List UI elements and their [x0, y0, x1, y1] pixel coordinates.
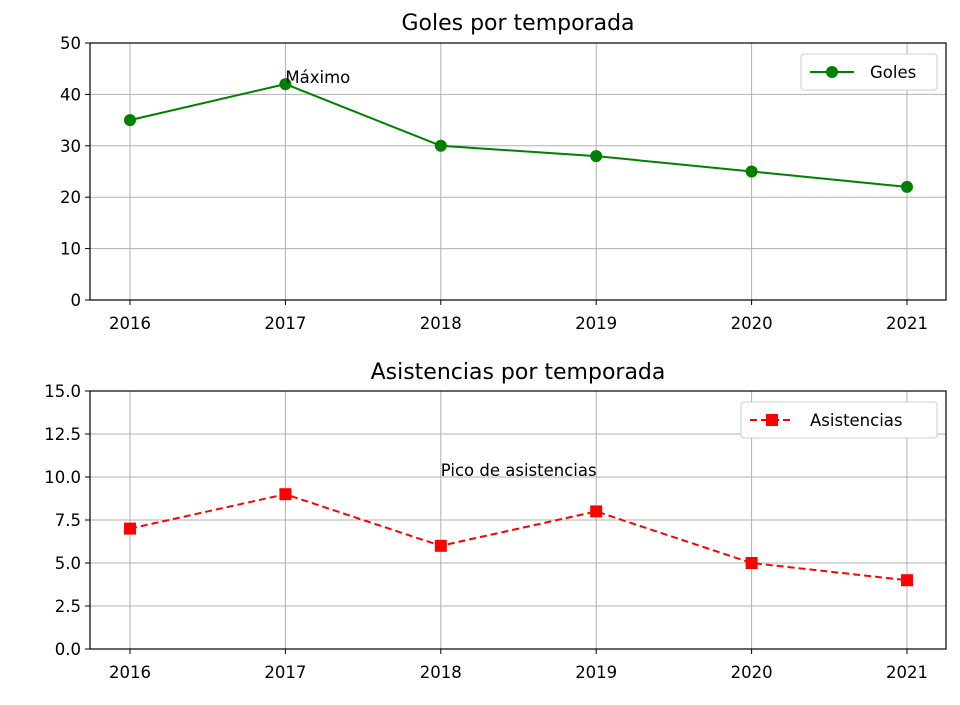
y-tick-label: 30 — [60, 137, 81, 156]
plot-frame — [89, 42, 947, 301]
y-tick-label: 50 — [60, 34, 81, 53]
x-tick-label: 2021 — [886, 314, 928, 333]
y-tick-label: 12.5 — [44, 425, 81, 444]
y-tick-label: 40 — [60, 85, 81, 104]
x-tick-label: 2019 — [575, 314, 617, 333]
legend-label: Goles — [870, 63, 916, 82]
y-tick-label: 15.0 — [44, 382, 81, 401]
data-point — [590, 505, 603, 518]
y-tick-label: 0.0 — [55, 640, 81, 659]
chart-title: Asistencias por temporada — [371, 360, 666, 385]
ticks: 2016 2017 2018 2019 2020 2021 0 10 20 30 40 50 — [60, 34, 928, 333]
legend-marker — [826, 66, 838, 78]
y-tick-label: 20 — [60, 188, 81, 207]
legend-box — [800, 53, 938, 91]
chart-title: Goles por temporada — [401, 11, 634, 36]
x-tick-label: 2021 — [886, 663, 928, 682]
legend-label: Asistencias — [810, 411, 903, 430]
data-point — [745, 165, 758, 178]
y-tick-label: 5.0 — [55, 554, 81, 573]
y-tick-label: 10.0 — [44, 468, 81, 487]
x-tick-label: 2018 — [420, 314, 462, 333]
data-point — [434, 139, 447, 152]
series-line — [129, 493, 908, 582]
annotation-text: Máximo — [285, 68, 350, 87]
data-point — [124, 522, 136, 535]
data-point — [279, 488, 292, 501]
legend: Asistencias — [740, 401, 938, 439]
data-point — [745, 557, 758, 569]
x-tick-label: 2020 — [731, 314, 773, 333]
x-tick-label: 2017 — [264, 663, 306, 682]
asistencias-chart: Asistencias por temporada 2016 2017 2018 20… — [44, 360, 947, 682]
x-tick-label: 2016 — [109, 314, 151, 333]
series — [124, 488, 913, 587]
data-point — [124, 114, 136, 127]
x-tick-label: 2019 — [575, 663, 617, 682]
y-tick-label: 7.5 — [55, 511, 81, 530]
y-tick-label: 0 — [71, 291, 82, 310]
data-point — [434, 539, 447, 552]
x-tick-label: 2016 — [109, 663, 151, 682]
legend-marker — [766, 414, 778, 426]
annotation-text: Pico de asistencias — [441, 461, 597, 480]
legend-box — [740, 401, 938, 439]
x-tick-label: 2018 — [420, 663, 462, 682]
ticks: 2016 2017 2018 2019 2020 2021 0.0 2.5 5.0 7.5 10.0… — [44, 382, 928, 682]
x-tick-label: 2020 — [731, 663, 773, 682]
y-tick-label: 10 — [60, 240, 81, 259]
data-point — [901, 574, 913, 587]
series-line — [129, 83, 908, 188]
goles-chart: Goles por temporada 2016 2017 2018 2019 2020… — [60, 11, 947, 333]
legend-marker-shape — [826, 66, 838, 78]
y-tick-label: 2.5 — [55, 597, 81, 616]
series — [124, 78, 913, 193]
data-point — [590, 150, 603, 163]
x-tick-label: 2017 — [264, 314, 306, 333]
legend-marker-shape — [766, 414, 778, 426]
data-point — [279, 78, 292, 91]
data-point — [901, 180, 913, 193]
legend: Goles — [800, 53, 938, 91]
